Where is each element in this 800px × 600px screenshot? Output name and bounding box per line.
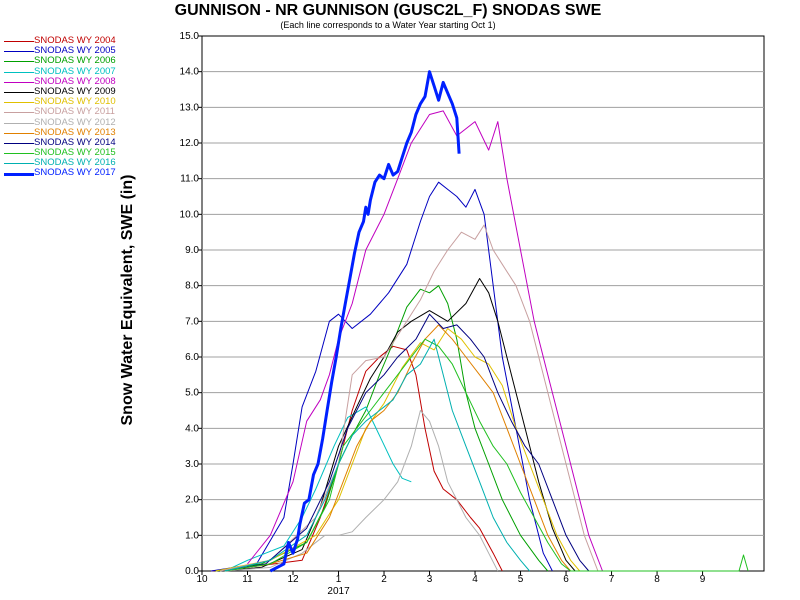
legend-item: SNODAS WY 2017 bbox=[4, 168, 134, 178]
legend-label: SNODAS WY 2007 bbox=[34, 65, 116, 77]
series-line-snodas-wy-2014 bbox=[224, 313, 590, 572]
series-line-snodas-wy-2017 bbox=[269, 70, 461, 573]
legend-label: SNODAS WY 2015 bbox=[34, 147, 116, 159]
plot-frame bbox=[201, 35, 765, 572]
series-line-snodas-wy-2007 bbox=[224, 406, 412, 572]
series-line-snodas-wy-2016 bbox=[224, 338, 530, 572]
legend-item: SNODAS WY 2011 bbox=[4, 107, 134, 117]
x-tick-label: 9 bbox=[700, 574, 706, 585]
legend-label: SNODAS WY 2009 bbox=[34, 85, 116, 97]
y-tick-label: 11.0 bbox=[180, 174, 199, 185]
legend-label: SNODAS WY 2008 bbox=[34, 75, 116, 87]
y-tick-label: 8.0 bbox=[185, 281, 199, 292]
legend-swatch bbox=[4, 122, 34, 124]
legend-swatch bbox=[4, 173, 34, 177]
series-line-snodas-wy-2010 bbox=[215, 328, 581, 572]
chart-subtitle: (Each line corresponds to a Water Year s… bbox=[280, 20, 496, 30]
legend-item: SNODAS WY 2006 bbox=[4, 56, 134, 66]
y-tick-label: 12.0 bbox=[180, 138, 200, 149]
legend-swatch bbox=[4, 142, 34, 144]
y-tick-label: 2.0 bbox=[185, 495, 199, 506]
x-tick-label: 4 bbox=[472, 574, 478, 585]
legend-swatch bbox=[4, 102, 34, 104]
y-tick-label: 10.0 bbox=[180, 209, 200, 220]
chart-title: GUNNISON - NR GUNNISON (GUSC2L_F) SNODAS… bbox=[174, 2, 602, 19]
y-tick-label: 3.0 bbox=[185, 459, 199, 470]
y-tick-label: 5.0 bbox=[185, 388, 199, 399]
legend-label: SNODAS WY 2016 bbox=[34, 157, 116, 169]
x-tick-label: 12 bbox=[287, 574, 299, 585]
x-tick-label: 10 bbox=[196, 574, 208, 585]
legend-swatch bbox=[4, 112, 34, 114]
legend-label: SNODAS WY 2013 bbox=[34, 126, 116, 138]
legend-swatch bbox=[4, 41, 34, 42]
legend-item: SNODAS WY 2016 bbox=[4, 158, 134, 168]
legend-label: SNODAS WY 2011 bbox=[34, 106, 115, 118]
legend-swatch bbox=[4, 132, 34, 134]
series-line-snodas-wy-2008 bbox=[247, 110, 603, 572]
y-tick-label: 1.0 bbox=[185, 530, 199, 541]
legend-swatch bbox=[4, 91, 34, 93]
legend-item: SNODAS WY 2008 bbox=[4, 75, 134, 87]
legend-label: SNODAS WY 2014 bbox=[34, 136, 116, 148]
legend-label: SNODAS WY 2010 bbox=[34, 96, 116, 108]
x-tick-label: 6 bbox=[563, 574, 569, 585]
series-line-snodas-wy-2015 bbox=[224, 338, 749, 572]
x-tick-label: 8 bbox=[654, 574, 660, 585]
legend-swatch bbox=[4, 163, 34, 165]
legend-label: SNODAS WY 2017 bbox=[34, 167, 116, 179]
legend-label: SNODAS WY 2012 bbox=[34, 116, 116, 128]
y-tick-label: 6.0 bbox=[185, 352, 199, 363]
legend-swatch bbox=[4, 81, 34, 83]
legend-item: SNODAS WY 2004 bbox=[4, 36, 134, 46]
legend-swatch bbox=[4, 153, 34, 155]
x-tick-label: 7 bbox=[609, 574, 615, 585]
series-line-snodas-wy-2013 bbox=[224, 324, 571, 572]
legend-swatch bbox=[4, 61, 34, 63]
legend-item: SNODAS WY 2009 bbox=[4, 85, 134, 97]
y-tick-label: 0.0 bbox=[185, 566, 199, 577]
series-line-snodas-wy-2012 bbox=[224, 410, 499, 572]
x-tick-label: 3 bbox=[427, 574, 433, 585]
y-tick-label: 7.0 bbox=[185, 316, 199, 327]
y-tick-label: 13.0 bbox=[180, 102, 200, 113]
x-tick-label: 5 bbox=[518, 574, 524, 585]
legend-item: SNODAS WY 2015 bbox=[4, 148, 134, 158]
x-tick-label: 11 bbox=[242, 574, 253, 585]
x-tick-label: 2 bbox=[381, 574, 387, 585]
series-line-snodas-wy-2011 bbox=[220, 224, 599, 572]
legend-item: SNODAS WY 2010 bbox=[4, 97, 134, 107]
legend-label: SNODAS WY 2005 bbox=[34, 45, 116, 57]
legend-swatch bbox=[4, 71, 34, 73]
legend-label: SNODAS WY 2004 bbox=[34, 35, 116, 46]
legend-label: SNODAS WY 2006 bbox=[34, 55, 116, 67]
y-tick-label: 4.0 bbox=[185, 423, 199, 434]
legend: SNODAS WY 2004 SNODAS WY 2005 SNODAS WY 20… bbox=[4, 36, 134, 179]
x-year-label: 2017 bbox=[327, 586, 350, 597]
y-tick-label: 14.0 bbox=[180, 67, 200, 78]
legend-swatch bbox=[4, 51, 34, 53]
y-tick-label: 9.0 bbox=[185, 245, 199, 256]
legend-item: SNODAS WY 2014 bbox=[4, 136, 134, 148]
y-tick-label: 15.0 bbox=[180, 31, 200, 42]
legend-item: SNODAS WY 2007 bbox=[4, 65, 134, 77]
legend-item: SNODAS WY 2005 bbox=[4, 46, 134, 56]
series-line-snodas-wy-2005 bbox=[211, 181, 553, 572]
legend-item: SNODAS WY 2013 bbox=[4, 126, 134, 138]
legend-item: SNODAS WY 2012 bbox=[4, 116, 134, 128]
x-tick-label: 1 bbox=[336, 574, 342, 585]
